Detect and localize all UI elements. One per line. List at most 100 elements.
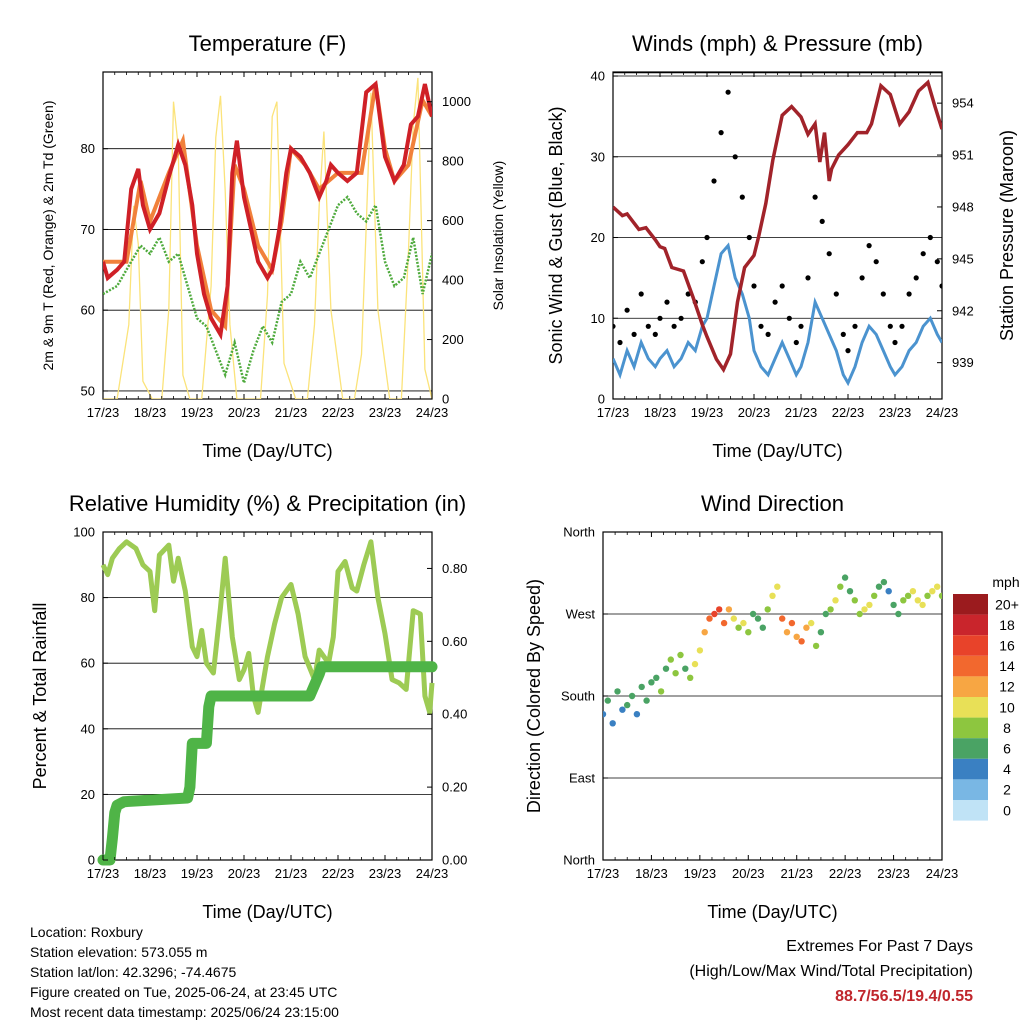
- direction-point: [624, 701, 631, 709]
- direction-point: [812, 642, 820, 650]
- temperature-xtick-label: 19/23: [181, 405, 214, 420]
- gust-point: [657, 315, 663, 321]
- gust-point: [920, 251, 926, 257]
- gust-point: [772, 299, 778, 305]
- gust-point: [671, 323, 677, 329]
- direction-point: [653, 674, 660, 681]
- direction-point: [711, 610, 718, 618]
- winds_pressure-ylabel: Sonic Wind & Gust (Blue, Black): [546, 106, 566, 364]
- temperature-xlabel: Time (Day/UTC): [202, 441, 332, 461]
- temperature-ylabel-right: Solar Insolation (Yellow): [490, 161, 506, 311]
- direction-point: [662, 665, 670, 672]
- gust-point: [866, 243, 872, 249]
- gust-point: [892, 339, 898, 346]
- direction-point: [759, 624, 766, 631]
- wind_direction-xtick-label: 19/23: [684, 866, 717, 881]
- direction-point: [875, 583, 883, 590]
- direction-point: [701, 629, 708, 636]
- extremes-box: Extremes For Past 7 Days (High/Low/Max W…: [689, 934, 973, 1009]
- gust-point: [746, 234, 752, 241]
- humidity_precip-title: Relative Humidity (%) & Precipitation (i…: [69, 491, 466, 516]
- winds_pressure-xtick-label: 21/23: [785, 405, 818, 420]
- speed-legend-swatch: [953, 594, 988, 615]
- speed-legend-label: 8: [1003, 720, 1011, 736]
- gust-point: [638, 291, 644, 297]
- precip-line: [97, 661, 438, 866]
- direction-point: [904, 592, 912, 599]
- gust-point: [899, 323, 905, 329]
- gust-point: [819, 218, 825, 224]
- gust-point: [826, 251, 832, 257]
- temperature-xtick-label: 24/23: [416, 405, 449, 420]
- wind_direction-ylabel: Direction (Colored By Speed): [524, 579, 544, 813]
- gust-point: [805, 275, 811, 281]
- speed-legend-label: 6: [1003, 741, 1011, 757]
- speed-legend-label: 18: [999, 617, 1015, 633]
- direction-point: [822, 610, 829, 618]
- gust-point: [685, 291, 691, 297]
- humidity_precip-ytick-label: 0: [88, 853, 95, 868]
- direction-point: [774, 583, 781, 590]
- winds_pressure-xtick-label: 23/23: [879, 405, 912, 420]
- direction-point: [609, 720, 616, 727]
- humidity_precip-xlabel: Time (Day/UTC): [202, 902, 332, 922]
- extremes-values: 88.7/56.5/19.4/0.55: [835, 988, 973, 1005]
- direction-point: [909, 588, 917, 595]
- gust-point: [732, 154, 738, 160]
- gust-point: [613, 323, 616, 329]
- winds_pressure-ytick-label: 10: [591, 311, 605, 326]
- direction-point: [682, 665, 689, 672]
- temperature-ytick-label: 70: [81, 222, 95, 237]
- winds_pressure-xtick-label: 22/23: [832, 405, 865, 420]
- winds_pressure-y2tick-label: 942: [952, 303, 974, 318]
- direction-point: [696, 647, 704, 654]
- extremes-subtitle: (High/Low/Max Wind/Total Precipitation): [689, 963, 973, 980]
- speed-legend-swatch: [953, 614, 988, 636]
- gust-point: [840, 331, 846, 337]
- temperature-y2tick-label: 400: [442, 273, 464, 288]
- direction-point: [866, 601, 873, 609]
- temperature-ylabel: 2m & 9m T (Red, Orange) & 2m Td (Green): [40, 101, 56, 371]
- wind_direction-xtick-label: 21/23: [780, 866, 813, 881]
- direction-point: [725, 606, 733, 613]
- wind_direction-xtick-label: 20/23: [732, 866, 765, 881]
- winds_pressure-xtick-label: 18/23: [644, 405, 677, 420]
- wind_direction-xtick-label: 22/23: [829, 866, 862, 881]
- direction-point: [841, 574, 849, 581]
- humidity_precip-xtick-label: 23/23: [369, 866, 402, 881]
- winds_pressure-y2tick-label: 945: [952, 251, 974, 266]
- direction-point: [716, 606, 723, 613]
- speed-legend-label: 10: [999, 699, 1015, 715]
- gust-point: [873, 259, 879, 265]
- temp-2m-line: [103, 80, 432, 341]
- direction-point: [764, 606, 771, 613]
- direction-point: [749, 610, 757, 618]
- gust-point: [664, 299, 670, 305]
- direction-point: [603, 711, 607, 718]
- gust-point: [678, 315, 684, 321]
- winds_pressure-title: Winds (mph) & Pressure (mb): [632, 31, 923, 56]
- humidity_precip-xtick-label: 21/23: [275, 866, 308, 881]
- speed-legend-label: 16: [999, 638, 1015, 654]
- temperature-xtick-label: 23/23: [369, 405, 402, 420]
- humidity_precip-ylabel: Percent & Total Rainfall: [30, 603, 50, 790]
- recent-text: Most recent data timestamp: 2025/06/24 2…: [30, 1004, 339, 1020]
- humidity_precip-y2tick-label: 0.00: [442, 853, 467, 868]
- winds_pressure-xtick-label: 19/23: [691, 405, 724, 420]
- humidity_precip-y2tick-label: 0.80: [442, 561, 467, 576]
- humidity_precip-y2tick-label: 0.60: [442, 634, 467, 649]
- speed-legend-label: 4: [1003, 761, 1011, 777]
- gust-point: [786, 315, 792, 321]
- speed-legend-label: 0: [1003, 802, 1011, 818]
- wind_direction-ytick-label: South: [561, 689, 595, 704]
- direction-point: [793, 633, 800, 640]
- direction-point: [614, 688, 621, 695]
- winds_pressure-xtick-label: 17/23: [597, 405, 630, 420]
- direction-point: [851, 597, 858, 604]
- temperature-y2tick-label: 200: [442, 332, 464, 347]
- gust-point: [852, 323, 858, 329]
- temperature-y2tick-label: 0: [442, 392, 449, 407]
- station-info: Location: Roxbury Station elevation: 573…: [30, 922, 339, 1022]
- speed-legend-swatch: [953, 779, 988, 800]
- gust-point: [939, 283, 942, 289]
